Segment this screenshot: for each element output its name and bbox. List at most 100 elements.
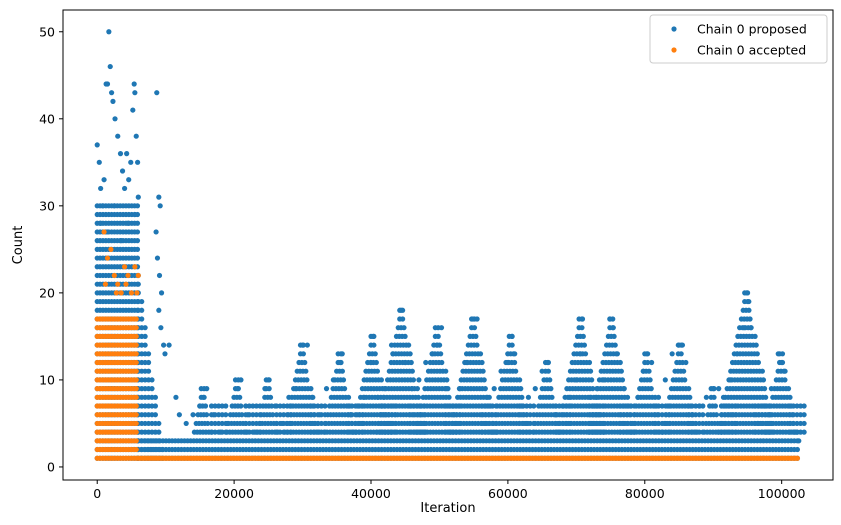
proposed-point [652, 420, 658, 427]
proposed-point [511, 359, 518, 366]
proposed-point [345, 394, 352, 400]
proposed-point [161, 342, 167, 348]
proposed-point [401, 325, 407, 331]
proposed-point [142, 342, 148, 348]
proposed-point [656, 429, 662, 435]
accepted-point [128, 290, 135, 296]
legend-box [649, 14, 828, 64]
proposed-point [644, 351, 650, 357]
proposed-point [414, 403, 420, 409]
proposed-point [142, 333, 148, 339]
proposed-point [277, 429, 283, 435]
accepted-point [104, 255, 111, 261]
proposed-point [587, 394, 593, 400]
proposed-point [443, 403, 449, 409]
proposed-point [152, 394, 158, 400]
proposed-point [746, 307, 752, 313]
proposed-point [204, 386, 210, 392]
proposed-point [110, 98, 116, 104]
legend-label-proposed: Chain 0 proposed [697, 22, 807, 37]
proposed-point [134, 246, 141, 252]
proposed-point [594, 386, 600, 392]
proposed-point [154, 255, 161, 261]
proposed-point [763, 394, 769, 400]
proposed-point [190, 412, 196, 418]
proposed-point [318, 403, 325, 409]
proposed-point [382, 386, 388, 392]
proposed-point [117, 151, 124, 157]
accepted-point [133, 446, 139, 453]
y-tick-label: 20 [39, 285, 55, 300]
proposed-point [659, 403, 665, 409]
x-tick-label: 0 [93, 486, 101, 501]
proposed-point [139, 316, 145, 322]
proposed-point [687, 394, 693, 400]
proposed-point [370, 333, 376, 339]
proposed-point [443, 429, 449, 435]
proposed-point [518, 386, 524, 392]
proposed-point [142, 325, 148, 331]
proposed-point [763, 412, 769, 418]
proposed-point [790, 412, 797, 418]
proposed-point [617, 429, 623, 435]
proposed-point [308, 420, 314, 427]
proposed-point [339, 351, 345, 357]
proposed-point [337, 359, 343, 366]
proposed-point [656, 420, 662, 427]
proposed-point [368, 359, 374, 366]
proposed-point [796, 438, 802, 444]
y-tick-label: 0 [47, 459, 55, 474]
proposed-point [134, 229, 141, 235]
proposed-point [94, 142, 100, 148]
proposed-point [489, 403, 496, 409]
proposed-point [435, 333, 441, 339]
proposed-point [266, 386, 272, 392]
proposed-point [607, 316, 613, 322]
proposed-point [402, 333, 408, 339]
proposed-point [212, 420, 218, 427]
proposed-point [712, 403, 719, 409]
proposed-point [341, 386, 348, 392]
accepted-point [102, 281, 109, 287]
proposed-point [200, 394, 206, 400]
proposed-point [524, 412, 530, 418]
proposed-point [153, 229, 159, 235]
proposed-point [782, 377, 788, 383]
proposed-point [173, 394, 179, 400]
proposed-point [682, 377, 688, 383]
proposed-point [659, 412, 665, 418]
proposed-point [581, 342, 588, 348]
proposed-point [635, 394, 641, 400]
proposed-point [269, 403, 275, 409]
x-tick-label: 20000 [214, 486, 254, 501]
proposed-point [371, 342, 377, 348]
proposed-point [100, 203, 106, 209]
proposed-point [139, 298, 145, 305]
proposed-point [152, 412, 158, 418]
proposed-point [223, 403, 229, 409]
proposed-point [480, 368, 486, 374]
proposed-point [614, 351, 621, 357]
proposed-point [450, 403, 456, 409]
proposed-point [135, 194, 141, 200]
proposed-point [250, 420, 256, 427]
legend-label-accepted: Chain 0 accepted [697, 43, 806, 58]
proposed-point [156, 429, 162, 435]
proposed-point [797, 403, 804, 409]
proposed-point [219, 412, 225, 418]
proposed-point [308, 403, 314, 409]
proposed-point [621, 420, 627, 427]
proposed-point [474, 342, 480, 348]
proposed-point [131, 81, 137, 87]
proposed-point [464, 359, 470, 366]
proposed-point [208, 403, 215, 409]
x-tick-label: 80000 [625, 486, 665, 501]
proposed-point [509, 333, 515, 339]
proposed-point [761, 403, 768, 409]
proposed-point [621, 412, 627, 418]
proposed-point [713, 412, 720, 418]
proposed-point [484, 394, 490, 400]
proposed-point [685, 403, 692, 409]
proposed-point [716, 386, 722, 392]
proposed-point [132, 211, 138, 218]
